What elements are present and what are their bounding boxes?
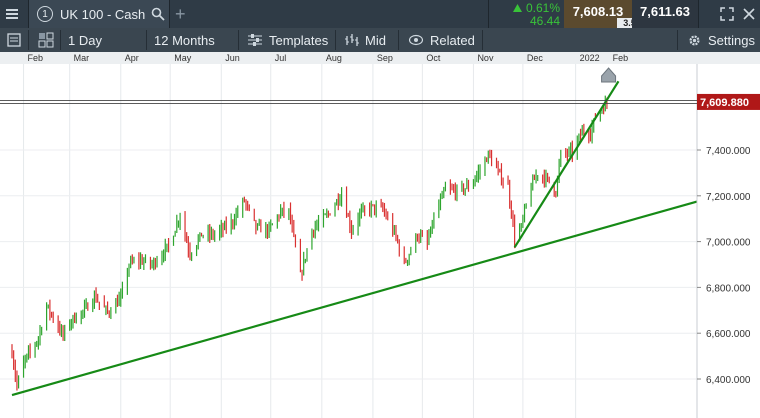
price-tick-label: 7,400.000 bbox=[706, 146, 751, 157]
trendlines bbox=[11, 80, 698, 397]
price-tick-label: 6,800.000 bbox=[706, 283, 751, 294]
divider bbox=[28, 0, 29, 28]
add-tab-icon[interactable]: + bbox=[175, 3, 186, 24]
home-marker-icon bbox=[601, 67, 617, 83]
divider bbox=[698, 0, 699, 28]
arrow-up-icon bbox=[512, 4, 522, 12]
price-tick-label: 6,600.000 bbox=[706, 329, 751, 340]
month-label: Mar bbox=[73, 53, 90, 63]
templates-label: Templates bbox=[269, 32, 329, 48]
gear-icon bbox=[689, 34, 700, 46]
related-button[interactable]: Related bbox=[409, 28, 475, 52]
related-label: Related bbox=[430, 32, 475, 48]
hamburger-menu-icon[interactable] bbox=[6, 0, 18, 28]
search-icon[interactable] bbox=[151, 7, 165, 21]
chart-overlay: 7,609.880 bbox=[0, 67, 760, 110]
settings-label: Settings bbox=[708, 32, 755, 48]
chart-toolbar: 1 Day 12 Months Templates Mid Related Se bbox=[0, 28, 760, 52]
month-label: Sep bbox=[376, 53, 393, 63]
month-label: Nov bbox=[477, 53, 494, 63]
instrument-tab[interactable]: 1 UK 100 - Cash bbox=[29, 0, 169, 28]
divider bbox=[60, 30, 61, 50]
month-label: 2022 bbox=[579, 53, 600, 63]
divider bbox=[28, 30, 29, 50]
month-label: Feb bbox=[27, 53, 44, 63]
price-tick-label: 7,200.000 bbox=[706, 192, 751, 203]
expand-icon[interactable] bbox=[720, 7, 734, 21]
ohlc-series bbox=[11, 95, 608, 391]
settings-button[interactable]: Settings bbox=[688, 28, 755, 52]
price-axis: 7,400.000 7,200.000 7,000.000 6,800.000 6,60… bbox=[696, 64, 760, 418]
panel-icon[interactable] bbox=[7, 33, 21, 47]
divider bbox=[238, 30, 239, 50]
divider bbox=[398, 30, 399, 50]
trendline bbox=[11, 200, 698, 397]
layout-grid-icon[interactable] bbox=[38, 32, 54, 48]
divider bbox=[482, 30, 483, 50]
change-percent: 0.61% bbox=[525, 1, 560, 15]
instrument-name: UK 100 - Cash bbox=[60, 6, 146, 22]
month-label: Oct bbox=[426, 53, 441, 63]
buy-price: 7,611.63 bbox=[640, 3, 690, 19]
divider bbox=[169, 0, 170, 28]
price-tick-label: 7,000.000 bbox=[706, 238, 751, 249]
buy-price-button[interactable]: 7,611.63 bbox=[632, 0, 698, 28]
month-label: Apr bbox=[124, 53, 139, 63]
divider bbox=[488, 0, 489, 28]
current-price-label: 7,609.880 bbox=[700, 97, 749, 109]
price-change: 0.61% 46.44 bbox=[490, 0, 564, 28]
ohlc-bars-icon bbox=[345, 34, 359, 46]
period-select[interactable]: 12 Months bbox=[154, 32, 215, 48]
month-label: Aug bbox=[325, 53, 342, 63]
current-price-flag bbox=[697, 93, 760, 110]
price-type-select[interactable]: Mid bbox=[345, 28, 386, 52]
tab-number-badge: 1 bbox=[37, 6, 53, 22]
sliders-icon bbox=[248, 34, 262, 46]
price-type-label: Mid bbox=[365, 32, 386, 48]
divider bbox=[335, 30, 336, 50]
interval-select[interactable]: 1 Day bbox=[68, 32, 102, 48]
price-tick-label: 6,400.000 bbox=[706, 375, 751, 386]
month-label: May bbox=[174, 53, 192, 63]
templates-button[interactable]: Templates bbox=[248, 28, 328, 52]
divider bbox=[146, 30, 147, 50]
price-axis-bg bbox=[697, 64, 760, 418]
time-axis: Feb Mar Apr May Jun Jul Aug Sep Oct Nov Dec 2022 Feb bbox=[0, 52, 760, 64]
chart-grid bbox=[0, 64, 697, 418]
month-label: Dec bbox=[526, 53, 543, 63]
month-label: Feb bbox=[612, 53, 629, 63]
close-icon[interactable] bbox=[743, 8, 755, 20]
month-label: Jul bbox=[274, 53, 287, 63]
change-points: 46.44 bbox=[529, 14, 560, 28]
month-label: Jun bbox=[225, 53, 240, 63]
eye-icon bbox=[409, 34, 423, 46]
trendline bbox=[513, 80, 620, 248]
divider bbox=[677, 30, 678, 50]
sell-price: 7,608.13 bbox=[572, 3, 624, 19]
price-chart[interactable]: 7,400.000 7,200.000 7,000.000 6,800.000 6,60… bbox=[0, 64, 760, 418]
top-bar: 1 UK 100 - Cash + 0.61% 46.44 7,608.13 3… bbox=[0, 0, 760, 28]
